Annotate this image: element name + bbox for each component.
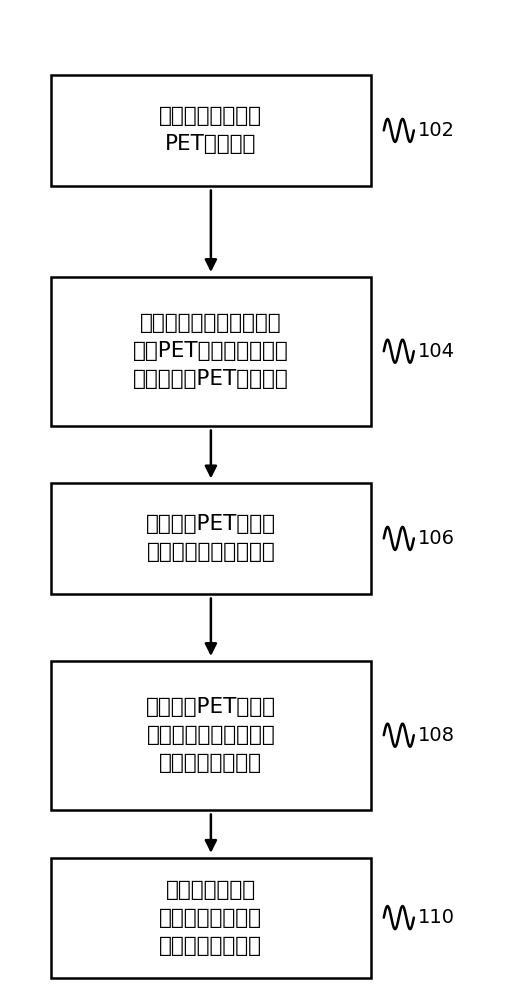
FancyBboxPatch shape: [51, 483, 371, 594]
FancyBboxPatch shape: [51, 277, 371, 426]
Text: 102: 102: [418, 121, 455, 140]
FancyBboxPatch shape: [51, 75, 371, 186]
FancyBboxPatch shape: [51, 858, 371, 978]
Text: 110: 110: [418, 908, 455, 927]
Text: 在虚拟的PET系统中
设计特定的虚拟被测物: 在虚拟的PET系统中 设计特定的虚拟被测物: [146, 514, 276, 562]
Text: 在虚拟的PET系统中
扫描上述的虚拟被测物
获取符合事件数据: 在虚拟的PET系统中 扫描上述的虚拟被测物 获取符合事件数据: [146, 697, 276, 773]
Text: 108: 108: [418, 726, 455, 745]
Text: 106: 106: [418, 529, 455, 548]
FancyBboxPatch shape: [51, 661, 371, 810]
Text: 将需测定几何校正因子的
真实PET系统的相关参数
输入虚拟的PET系统环境: 将需测定几何校正因子的 真实PET系统的相关参数 输入虚拟的PET系统环境: [133, 313, 289, 389]
Text: 104: 104: [418, 342, 455, 361]
Text: 对符合事件数据
进行差异性分析，
得到几何校正因子: 对符合事件数据 进行差异性分析， 得到几何校正因子: [159, 880, 263, 956]
Text: 构建计算机虚拟的
PET系统环境: 构建计算机虚拟的 PET系统环境: [159, 106, 263, 154]
